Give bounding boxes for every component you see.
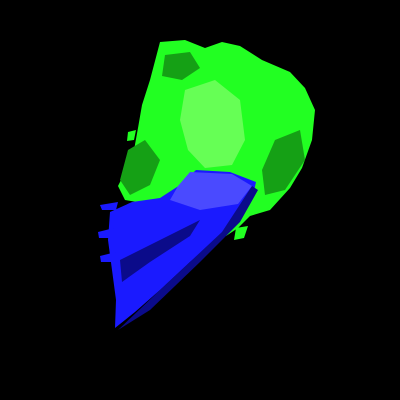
green-surface-shadow-top: [162, 52, 200, 80]
green-surface-shadow-right: [262, 130, 305, 195]
blue-tooth-b: [98, 228, 114, 238]
green-fragment-b: [234, 226, 248, 240]
blue-surface-top-face: [170, 172, 252, 210]
green-surface-lit-face: [180, 80, 245, 168]
blue-isosurface: [98, 170, 258, 330]
green-surface-shadow-left: [120, 140, 160, 195]
blue-surface-right-edge: [118, 186, 258, 330]
blue-tooth-a: [100, 202, 118, 210]
blue-tooth-c: [100, 252, 116, 262]
blue-surface-body: [108, 170, 256, 328]
green-fragment-c: [127, 130, 136, 141]
blue-surface-lower-ridge: [120, 220, 200, 282]
